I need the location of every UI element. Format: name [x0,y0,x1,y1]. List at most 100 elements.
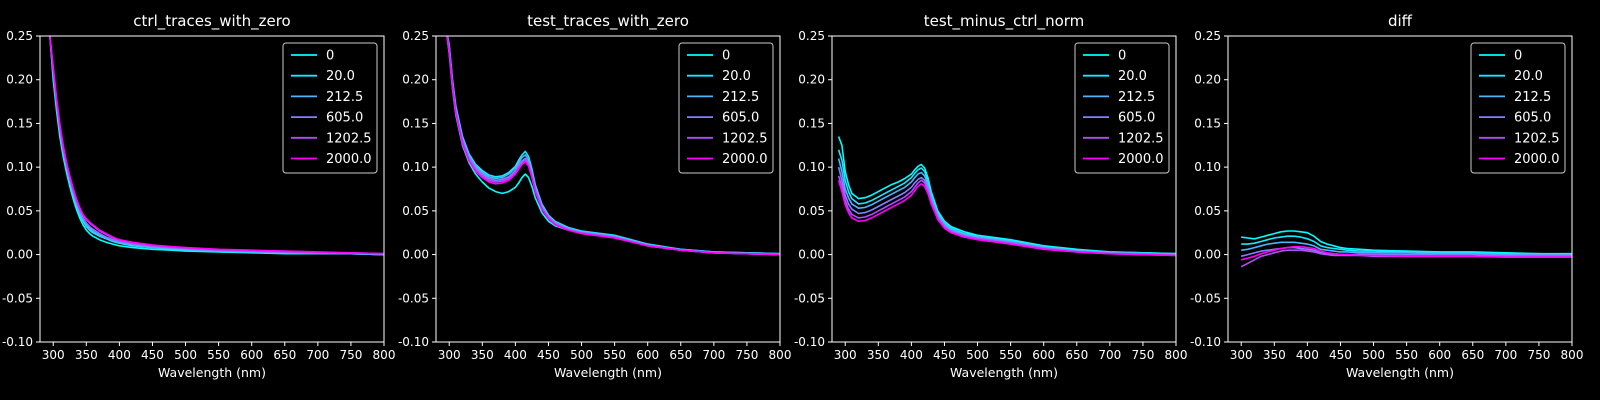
series-group [1240,230,1572,268]
x-tick-label: 500 [570,348,593,362]
legend-label: 0 [722,49,730,64]
x-tick-label: 450 [933,348,956,362]
x-tick-label: 650 [1065,348,1088,362]
series-line-20.0 [1241,235,1572,256]
panel-2: test_traces_with_zero 300 350 400 450 500 550 6… [398,12,792,380]
legend: 0 20.0 212.5 605.0 1202.5 2000.0 [282,42,378,174]
x-tick-label: 700 [306,348,329,362]
y-tick-label: 0.00 [798,248,825,262]
legend-label: 605.0 [326,111,363,126]
legend-label: 2000.0 [1514,152,1560,167]
series-group [49,36,384,256]
legend-label: 605.0 [1118,111,1155,126]
x-tick-label: 750 [735,348,758,362]
y-tick-label: -0.10 [2,335,33,349]
x-tick-label: 400 [900,348,923,362]
y-tick-label: 0.00 [402,248,429,262]
x-tick-label: 800 [769,348,792,362]
y-tick-label: 0.10 [402,160,429,174]
y-tick-label: 0.00 [1194,248,1221,262]
legend-label: 2000.0 [326,152,372,167]
x-tick-label: 650 [669,348,692,362]
legend-label: 0 [1514,49,1522,64]
y-tick-label: 0.05 [798,204,825,218]
y-tick-label: 0.10 [1194,160,1221,174]
x-tick-label: 350 [1263,348,1286,362]
axes-frame [1227,35,1573,343]
y-tick-label: 0.20 [402,73,429,87]
series-line-2000.0 [1241,245,1572,261]
y-tick-label: -0.10 [398,335,429,349]
x-axis-label: Wavelength (nm) [554,365,662,380]
panel-title: ctrl_traces_with_zero [133,12,290,31]
x-tick-label: 550 [603,348,626,362]
x-tick-label: 300 [1230,348,1253,362]
y-tick-label: 0.20 [798,73,825,87]
y-tick-label: 0.00 [6,248,33,262]
y-tick-label: 0.25 [798,29,825,43]
legend-label: 0 [1118,49,1126,64]
x-tick-label: 750 [1527,348,1550,362]
x-tick-label: 350 [75,348,98,362]
series-line-20.0 [837,149,1176,255]
y-tick-label: 0.05 [6,204,33,218]
legend-label: 20.0 [1514,69,1543,84]
axes-frame [435,35,781,343]
x-tick-label: 350 [471,348,494,362]
legend-label: 212.5 [722,90,759,105]
y-tick-label: 0.15 [1194,116,1221,130]
x-tick-label: 300 [834,348,857,362]
legend-label: 20.0 [722,69,751,84]
x-tick-label: 450 [141,348,164,362]
y-tick-label: -0.10 [794,335,825,349]
legend-label: 212.5 [1118,90,1155,105]
panel-3: test_minus_ctrl_norm 300 350 400 450 500 550 60… [794,12,1188,380]
series-line-605.0 [1241,246,1572,258]
series-line-212.5 [1241,241,1572,256]
series-line-2000.0 [446,36,780,256]
x-tick-label: 600 [1428,348,1451,362]
legend-label: 0 [326,49,334,64]
x-tick-label: 800 [373,348,396,362]
legend-label: 605.0 [722,111,759,126]
x-tick-label: 600 [1032,348,1055,362]
y-tick-label: 0.25 [1194,29,1221,43]
y-tick-label: -0.05 [1190,291,1221,305]
x-tick-label: 300 [438,348,461,362]
legend-label: 20.0 [1118,69,1147,84]
x-tick-label: 500 [1362,348,1385,362]
series-group [837,136,1176,257]
legend: 0 20.0 212.5 605.0 1202.5 2000.0 [1074,42,1170,174]
series-group [446,36,780,256]
panel-title: test_minus_ctrl_norm [924,12,1085,31]
y-tick-label: 0.05 [1194,204,1221,218]
x-axis-label: Wavelength (nm) [1346,365,1454,380]
legend-label: 2000.0 [1118,152,1164,167]
legend-label: 212.5 [326,90,363,105]
y-tick-label: 0.10 [6,160,33,174]
legend: 0 20.0 212.5 605.0 1202.5 2000.0 [1470,42,1566,174]
x-tick-label: 550 [207,348,230,362]
y-tick-label: 0.10 [798,160,825,174]
legend-label: 20.0 [326,69,355,84]
y-tick-label: -0.05 [2,291,33,305]
x-tick-label: 450 [1329,348,1352,362]
x-tick-label: 700 [702,348,725,362]
x-tick-label: 450 [537,348,560,362]
axes-frame [831,35,1177,343]
legend: 0 20.0 212.5 605.0 1202.5 2000.0 [678,42,774,174]
x-axis-label: Wavelength (nm) [950,365,1058,380]
x-tick-label: 650 [273,348,296,362]
x-tick-label: 350 [867,348,890,362]
legend-label: 1202.5 [722,131,768,146]
y-tick-label: -0.05 [398,291,429,305]
panel-title: test_traces_with_zero [527,12,689,31]
y-tick-label: 0.15 [6,116,33,130]
y-tick-label: 0.20 [1194,73,1221,87]
x-tick-label: 500 [966,348,989,362]
x-tick-label: 600 [636,348,659,362]
x-tick-label: 550 [999,348,1022,362]
y-tick-label: 0.25 [402,29,429,43]
x-tick-label: 750 [339,348,362,362]
